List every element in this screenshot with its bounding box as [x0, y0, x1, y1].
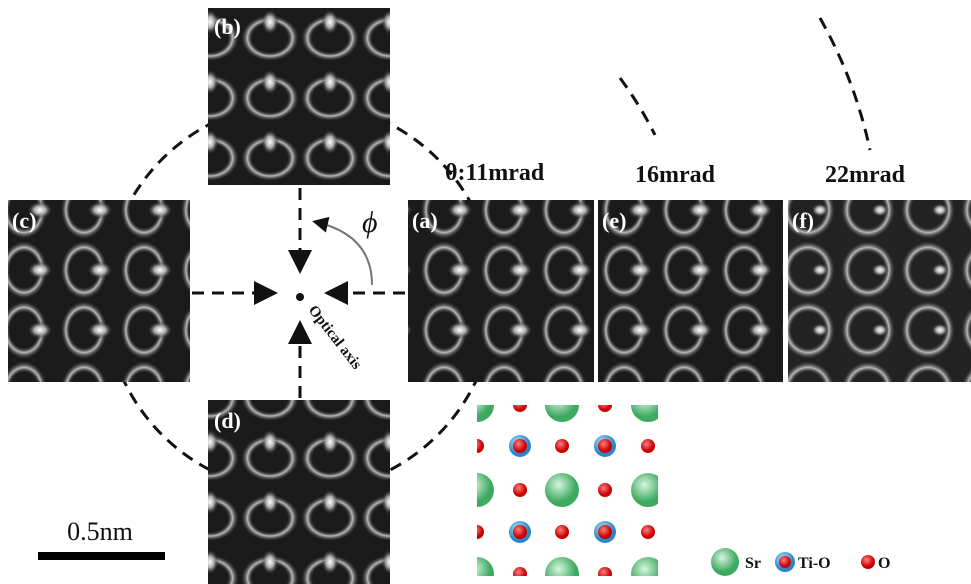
- panel-label: (b): [214, 14, 241, 39]
- o-atom: [641, 525, 655, 539]
- dashed-arc: [620, 78, 655, 135]
- o-atom: [598, 525, 612, 539]
- sr-atom: [460, 473, 494, 507]
- scale-label: 0.5nm: [67, 517, 133, 546]
- legend-ti-o: [779, 556, 791, 568]
- legend-sr: [711, 548, 739, 576]
- sr-atom: [545, 388, 579, 422]
- angle-label: 16mrad: [635, 162, 716, 188]
- angle-label: θ:11mrad: [445, 160, 545, 186]
- panel-label: (e): [602, 208, 626, 233]
- image-f: [788, 200, 971, 382]
- optical-axis-label: Optical axis: [305, 303, 365, 373]
- o-atom: [641, 439, 655, 453]
- phi-label: ϕ: [362, 206, 378, 239]
- figure: (a) (b) (c) (d) (e) (f) θ:11mrad 16mrad …: [0, 0, 971, 584]
- o-atom: [598, 567, 612, 581]
- dashed-arc: [820, 18, 870, 150]
- legend-o: [861, 555, 875, 569]
- o-atom: [555, 439, 569, 453]
- o-atom: [513, 483, 527, 497]
- o-atom: [555, 525, 569, 539]
- panel-label: (d): [214, 408, 241, 433]
- panel-label: (f): [792, 208, 814, 233]
- sr-atom: [631, 473, 665, 507]
- panel-label: (a): [412, 208, 438, 233]
- legend-label: Ti-O: [798, 555, 831, 572]
- o-atom: [598, 483, 612, 497]
- crystal-model: [460, 388, 665, 584]
- o-atom: [513, 398, 527, 412]
- o-atom: [598, 398, 612, 412]
- o-atom: [470, 525, 484, 539]
- o-atom: [513, 439, 527, 453]
- sr-atom: [631, 388, 665, 422]
- legend-label: Sr: [745, 555, 761, 572]
- legend-label: O: [878, 555, 890, 572]
- o-atom: [598, 439, 612, 453]
- o-atom: [513, 567, 527, 581]
- panel-label: (c): [12, 208, 36, 233]
- o-atom: [470, 439, 484, 453]
- o-atom: [513, 525, 527, 539]
- sr-atom: [545, 473, 579, 507]
- sr-atom: [460, 388, 494, 422]
- optical-axis-point: [296, 293, 304, 301]
- angle-label: 22mrad: [825, 162, 906, 188]
